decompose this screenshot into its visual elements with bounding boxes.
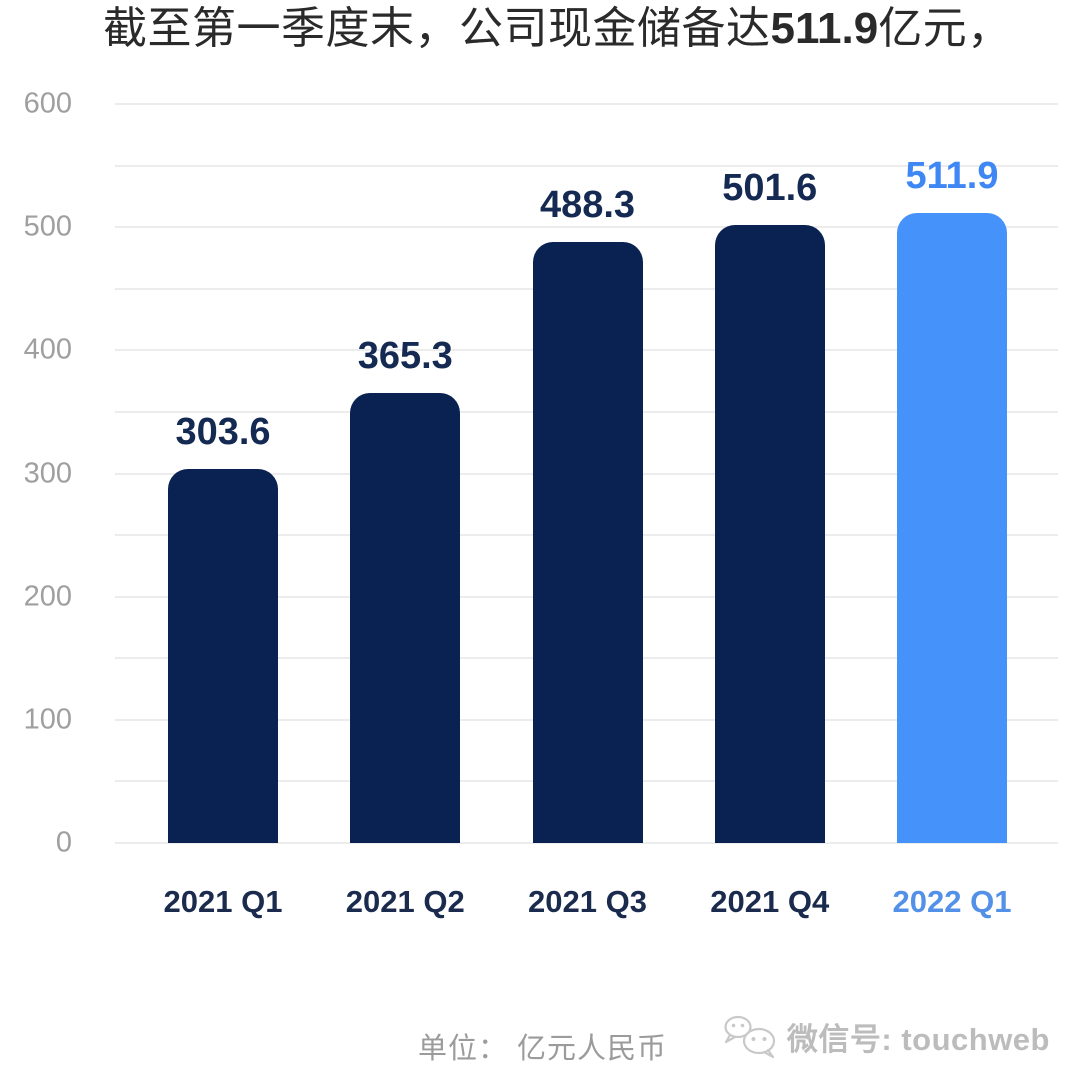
y-axis-tick-label: 600 xyxy=(23,87,72,120)
bar-value-label: 303.6 xyxy=(175,411,271,454)
gridline xyxy=(115,103,1058,105)
y-axis-tick-label: 300 xyxy=(23,457,72,489)
bar-value-label: 365.3 xyxy=(357,335,453,378)
x-axis-category-label: 2021 Q4 xyxy=(710,884,830,919)
gridline xyxy=(115,226,1058,229)
title-prefix: 截至第一季度末，公司现金储备达 xyxy=(103,4,771,53)
bar-value-label: 488.3 xyxy=(539,183,636,226)
bar-2021-q1 xyxy=(168,469,278,843)
wechat-watermark: 微信号: touchweb xyxy=(721,1010,1050,1062)
gridline xyxy=(115,842,1058,844)
y-axis-tick-label: 200 xyxy=(23,580,72,613)
bar-value-label: 511.9 xyxy=(905,154,999,197)
x-axis-category-label: 2021 Q3 xyxy=(528,884,647,919)
x-axis-category-label: 2022 Q1 xyxy=(892,884,1012,919)
bar-2021-q4 xyxy=(714,225,825,843)
gridline xyxy=(115,164,1058,167)
y-axis-tick-label: 0 xyxy=(55,826,72,859)
wechat-id-label: 微信号: touchweb xyxy=(786,1021,1050,1057)
chart-title: 截至第一季度末，公司现金储备达511.9亿元， xyxy=(103,0,1012,58)
title-suffix: 亿元， xyxy=(878,4,1012,53)
wechat-icon xyxy=(724,1015,775,1059)
y-axis-tick-label: 400 xyxy=(23,333,72,366)
x-axis-category-label: 2021 Q2 xyxy=(345,884,465,919)
x-axis-category-label: 2021 Q1 xyxy=(163,884,283,919)
y-axis-tick-label: 100 xyxy=(23,703,72,736)
bar-2021-q3 xyxy=(532,241,643,843)
y-axis-tick-label: 500 xyxy=(23,210,72,243)
bar-value-label: 501.6 xyxy=(722,167,818,210)
bar-2021-q2 xyxy=(350,393,461,843)
title-highlight-number: 511.9 xyxy=(770,4,879,53)
bar-2022-q1 xyxy=(897,212,1007,843)
unit-note: 单位： 亿元人民币 xyxy=(418,1033,668,1065)
